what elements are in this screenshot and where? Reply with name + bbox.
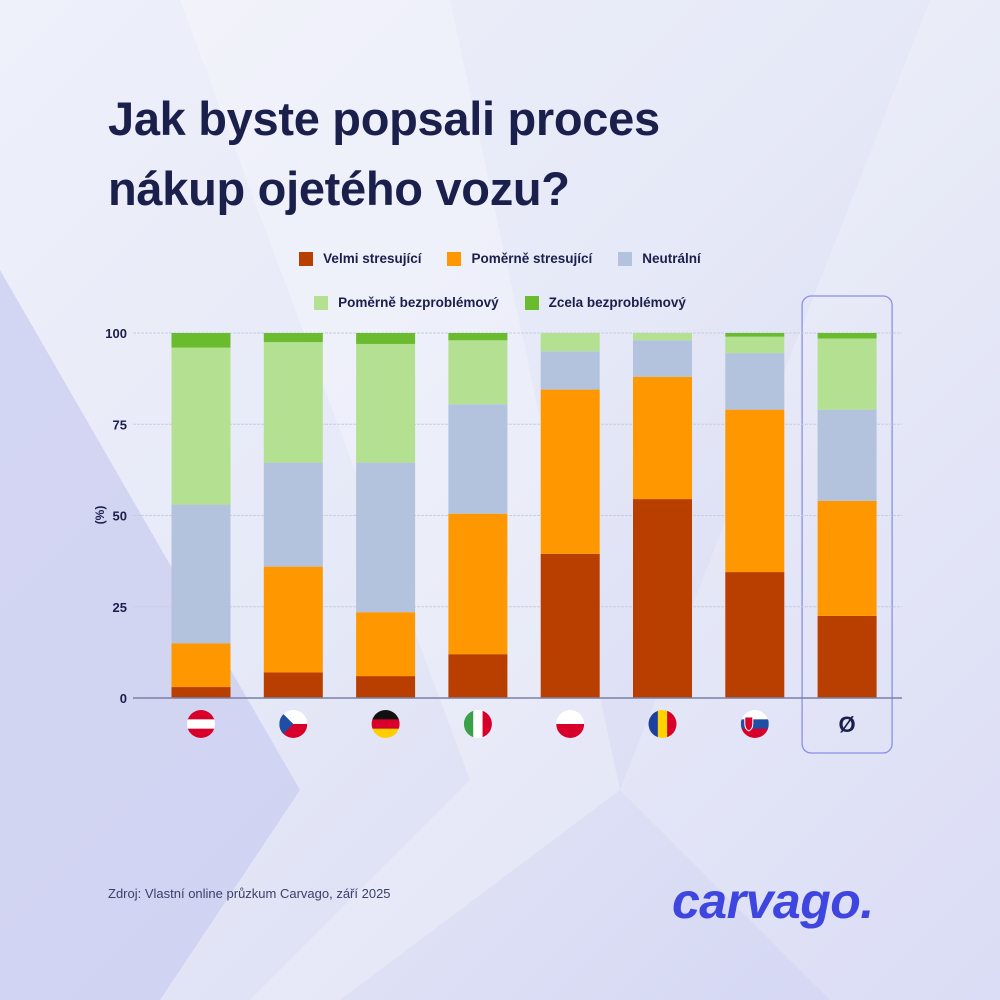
flag-austria-icon bbox=[187, 710, 215, 738]
flag-poland-icon bbox=[556, 710, 585, 738]
bar-segment bbox=[171, 347, 231, 505]
bar-segment bbox=[817, 615, 877, 698]
flag-stripe bbox=[556, 724, 585, 738]
flag-stripe bbox=[371, 728, 400, 738]
legend-swatch bbox=[299, 251, 314, 266]
bar-segment bbox=[356, 676, 416, 698]
bar-segment bbox=[817, 409, 877, 501]
legend-swatch bbox=[314, 295, 329, 310]
legend-swatch bbox=[618, 251, 633, 266]
flag-stripe bbox=[473, 710, 484, 738]
legend-item: Poměrně stresující bbox=[447, 251, 592, 266]
bar-segment bbox=[263, 333, 323, 343]
bar-segment bbox=[817, 333, 877, 339]
bar-segment bbox=[356, 462, 416, 613]
flag-stripe bbox=[740, 728, 769, 738]
bar-segment bbox=[725, 353, 785, 410]
bar-segment bbox=[540, 389, 600, 554]
highlight-box bbox=[801, 295, 893, 754]
bar-segment bbox=[725, 336, 785, 354]
flag-romania-icon bbox=[648, 710, 677, 738]
bar-segment bbox=[171, 643, 231, 688]
bar-segment bbox=[448, 404, 508, 514]
bar-segment bbox=[817, 500, 877, 616]
flag-stripe bbox=[648, 710, 659, 738]
bar-segment bbox=[448, 340, 508, 405]
flag-stripe bbox=[556, 710, 585, 725]
bar-segment bbox=[633, 333, 692, 341]
flag-stripe bbox=[371, 719, 400, 730]
bar-segment bbox=[817, 338, 877, 410]
bar-segment bbox=[540, 553, 600, 698]
flag-stripe bbox=[187, 719, 215, 730]
legend-swatch bbox=[524, 295, 539, 310]
flag-czechia-icon bbox=[279, 710, 308, 738]
legend-label: Neutrální bbox=[642, 251, 701, 266]
bar-segment bbox=[633, 340, 692, 377]
legend-row-2: Poměrně bezproblémový Zcela bezproblémov… bbox=[0, 295, 1000, 310]
bar-segment bbox=[171, 504, 231, 644]
flag-stripe bbox=[371, 710, 400, 720]
flag-italy-icon bbox=[463, 710, 492, 738]
legend-row-1: Velmi stresující Poměrně stresující Neut… bbox=[0, 251, 1000, 266]
legend-label: Zcela bezproblémový bbox=[548, 295, 686, 310]
flag-stripe bbox=[482, 710, 492, 738]
y-axis-label: (%) bbox=[93, 506, 107, 525]
bar-segment bbox=[263, 566, 323, 673]
y-tick-label: 75 bbox=[113, 417, 127, 432]
bar-segment bbox=[448, 654, 508, 698]
y-tick-label: 50 bbox=[113, 509, 127, 524]
legend-swatch bbox=[447, 251, 462, 266]
y-tick-label: 0 bbox=[120, 691, 127, 706]
bar-segment bbox=[356, 333, 416, 344]
bar-segment bbox=[263, 462, 323, 567]
flag-stripe bbox=[740, 719, 769, 730]
legend-label: Poměrně stresující bbox=[471, 251, 593, 266]
y-tick-label: 100 bbox=[105, 326, 127, 341]
flag-shield bbox=[744, 716, 754, 732]
bar-segment bbox=[356, 612, 416, 677]
y-tick-label: 25 bbox=[113, 600, 127, 615]
legend-item: Poměrně bezproblémový bbox=[314, 295, 499, 310]
flag-stripe bbox=[187, 728, 215, 738]
bar-segment bbox=[540, 351, 600, 390]
bar-segment bbox=[725, 333, 785, 337]
legend-item: Zcela bezproblémový bbox=[524, 295, 686, 310]
bar-segment bbox=[633, 499, 692, 698]
legend-label: Poměrně bezproblémový bbox=[338, 295, 499, 310]
flag-stripe bbox=[657, 710, 668, 738]
title-line-1: Jak byste popsali proces bbox=[108, 92, 660, 145]
legend-item: Neutrální bbox=[618, 251, 701, 266]
bar-segment bbox=[540, 333, 600, 352]
flag-slovakia-icon bbox=[740, 710, 769, 738]
flag-germany-icon bbox=[371, 710, 400, 738]
flag-stripe bbox=[740, 710, 769, 720]
bar-segment bbox=[263, 672, 323, 698]
bar-segment bbox=[171, 687, 231, 698]
carvago-logo: carvago. bbox=[672, 873, 874, 929]
bar-segment bbox=[448, 513, 508, 655]
bar-segment bbox=[725, 409, 785, 573]
source-note: Zdroj: Vlastní online průzkum Carvago, z… bbox=[108, 886, 391, 901]
bar-segment bbox=[356, 343, 416, 463]
legend-label: Velmi stresující bbox=[323, 251, 422, 266]
bar-segment bbox=[448, 333, 508, 341]
legend-item: Velmi stresující bbox=[299, 251, 421, 266]
bar-segment bbox=[263, 342, 323, 463]
flag-stripe bbox=[463, 710, 474, 738]
x-tick-label: Ø bbox=[839, 712, 856, 737]
bar-segment bbox=[633, 376, 692, 500]
title-line-2: nákup ojetého vozu? bbox=[108, 162, 570, 215]
flag-stripe bbox=[667, 710, 677, 738]
bar-segment bbox=[725, 572, 785, 698]
flag-stripe bbox=[187, 710, 215, 720]
flag-triangle bbox=[279, 710, 294, 738]
chart-title: Jak byste popsali proces nákup ojetého v… bbox=[108, 84, 660, 224]
bar-segment bbox=[171, 333, 231, 348]
